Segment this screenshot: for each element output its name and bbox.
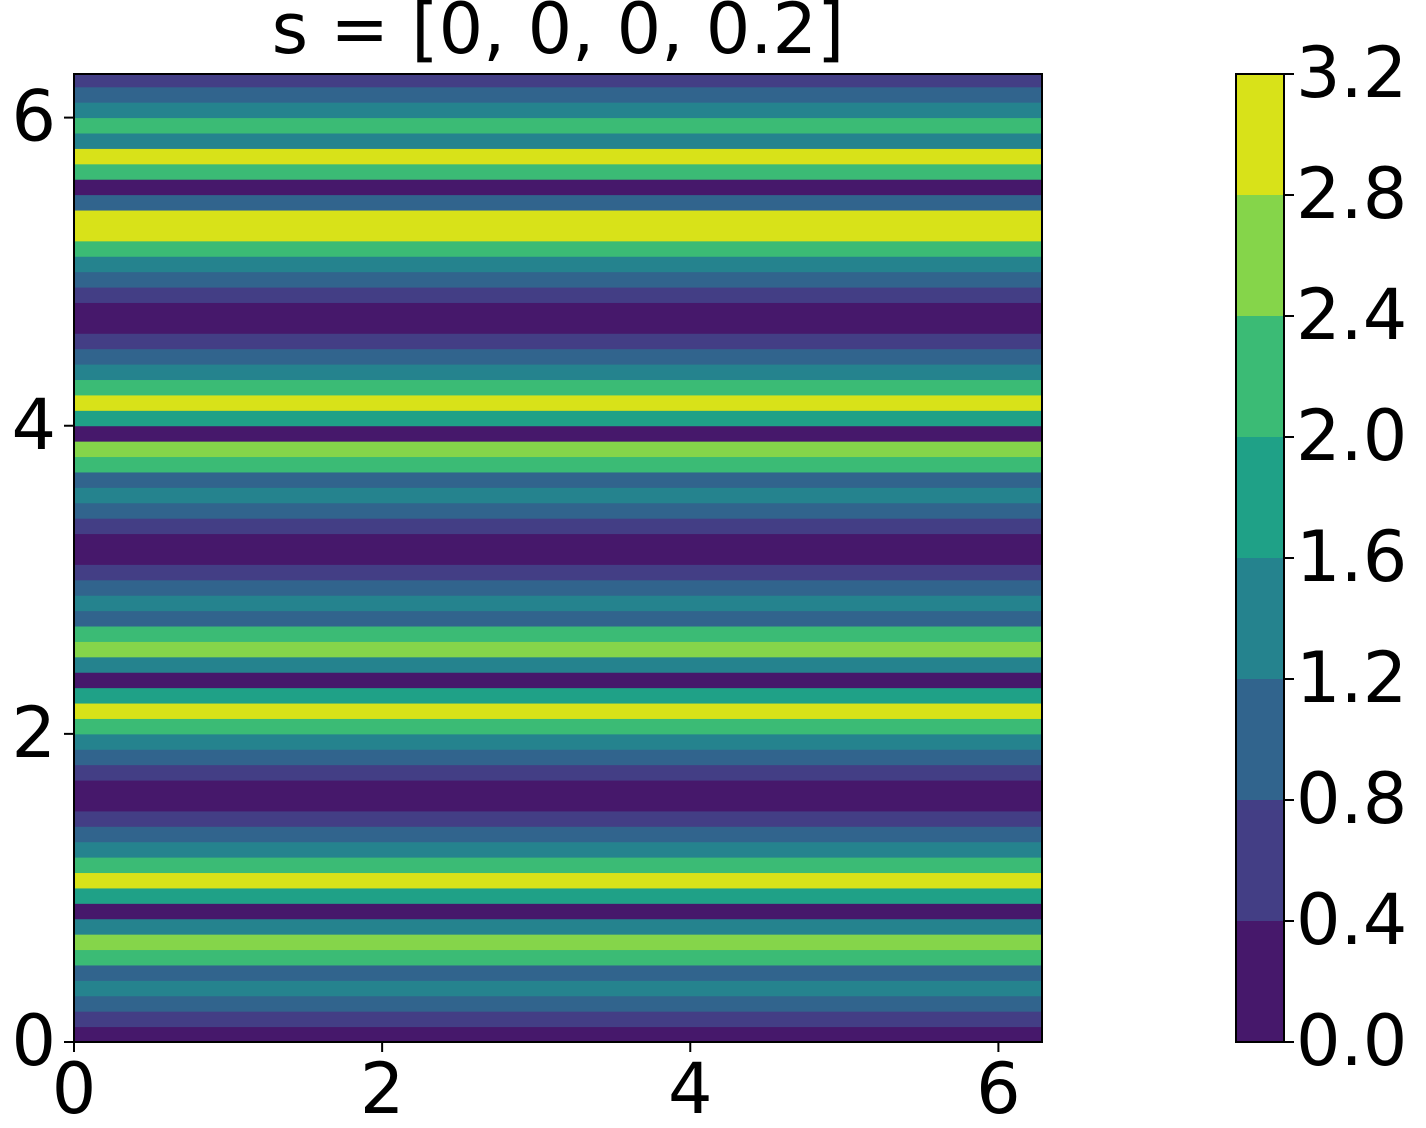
contour-band bbox=[74, 656, 1042, 673]
contour-band bbox=[74, 841, 1042, 858]
contour-band bbox=[74, 934, 1042, 951]
y-tick-label: 4 bbox=[11, 384, 56, 466]
x-tick-label: 6 bbox=[976, 1048, 1021, 1124]
contour-band bbox=[74, 518, 1042, 535]
contour-band bbox=[74, 718, 1042, 735]
contour-band bbox=[74, 425, 1042, 442]
contour-band bbox=[74, 333, 1042, 350]
contour-band bbox=[74, 533, 1042, 550]
contour-band bbox=[74, 502, 1042, 519]
colorbar-segment bbox=[1236, 316, 1284, 437]
contour-band bbox=[74, 410, 1042, 427]
x-tick-label: 4 bbox=[668, 1048, 713, 1124]
contour-band bbox=[74, 749, 1042, 766]
contour-band bbox=[74, 918, 1042, 935]
contour-band bbox=[74, 163, 1042, 180]
contour-band bbox=[74, 626, 1042, 642]
contour-band bbox=[74, 364, 1042, 381]
contour-band bbox=[74, 857, 1042, 874]
contour-band bbox=[74, 287, 1042, 303]
contour-band bbox=[74, 764, 1042, 781]
y-tick-label: 2 bbox=[11, 692, 56, 774]
x-tick-label: 2 bbox=[360, 1048, 405, 1124]
contour-band bbox=[74, 903, 1042, 920]
contour-band bbox=[74, 487, 1042, 504]
contour-band bbox=[74, 348, 1042, 365]
contour-band bbox=[74, 564, 1042, 581]
contour-band bbox=[74, 379, 1042, 396]
colorbar-tick-label: 2.4 bbox=[1296, 274, 1407, 356]
contour-band bbox=[74, 949, 1042, 966]
contour-band bbox=[74, 148, 1042, 165]
contour-band bbox=[74, 317, 1042, 334]
contour-band bbox=[74, 964, 1042, 981]
contour-band bbox=[74, 102, 1042, 119]
contour-band bbox=[74, 872, 1042, 889]
contour-band bbox=[74, 1026, 1042, 1043]
contour-band bbox=[74, 240, 1042, 257]
contour-band bbox=[74, 74, 1042, 88]
contour-band bbox=[74, 887, 1042, 904]
contour-band bbox=[74, 703, 1042, 719]
x-tick-label: 0 bbox=[52, 1048, 97, 1124]
colorbar-tick-label: 3.2 bbox=[1296, 32, 1407, 114]
contour-band bbox=[74, 225, 1042, 242]
contour-band bbox=[74, 579, 1042, 596]
contour-band bbox=[74, 394, 1042, 411]
colorbar-tick-label: 1.2 bbox=[1296, 637, 1407, 719]
colorbar-tick-label: 2.8 bbox=[1296, 153, 1407, 235]
colorbar-segment bbox=[1236, 800, 1284, 921]
contour-band bbox=[74, 302, 1042, 319]
plot-frame bbox=[73, 73, 1043, 1043]
contour-band bbox=[74, 441, 1042, 458]
contour-band bbox=[74, 810, 1042, 827]
colorbar-tick-label: 1.6 bbox=[1296, 516, 1407, 598]
contour-band bbox=[74, 179, 1042, 196]
contour-band bbox=[74, 271, 1042, 288]
colorbar-segment bbox=[1236, 558, 1284, 679]
y-tick-label: 0 bbox=[11, 1000, 56, 1082]
contour-band bbox=[74, 826, 1042, 843]
colorbar-tick-label: 0.8 bbox=[1296, 758, 1407, 840]
colorbar-segment bbox=[1236, 921, 1284, 1042]
colorbar-tick-label: 2.0 bbox=[1296, 395, 1407, 477]
contour-band bbox=[74, 641, 1042, 658]
contour-band bbox=[74, 548, 1042, 565]
contour-band bbox=[74, 256, 1042, 273]
contour-band bbox=[74, 117, 1042, 134]
colorbar-tick-label: 0.4 bbox=[1296, 879, 1407, 961]
contour-band bbox=[74, 456, 1042, 473]
contour-band bbox=[74, 795, 1042, 812]
contour-band bbox=[74, 980, 1042, 997]
colorbar-segment bbox=[1236, 437, 1284, 558]
contour-band bbox=[74, 595, 1042, 612]
colorbar-segment bbox=[1236, 679, 1284, 800]
contour-band bbox=[74, 610, 1042, 627]
y-tick-label: 6 bbox=[11, 76, 56, 158]
contour-band bbox=[74, 194, 1042, 211]
colorbar-tick-label: 0.0 bbox=[1296, 1000, 1407, 1082]
contour-band bbox=[74, 133, 1042, 149]
contour-band bbox=[74, 995, 1042, 1012]
contour-band bbox=[74, 1011, 1042, 1028]
contour-band bbox=[74, 471, 1042, 488]
contour-band bbox=[74, 672, 1042, 689]
colorbar-segment bbox=[1236, 74, 1284, 195]
contour-band bbox=[74, 733, 1042, 750]
contour-band bbox=[74, 780, 1042, 796]
contour-band bbox=[74, 687, 1042, 704]
contour-band bbox=[74, 210, 1042, 226]
chart-title: s = [0, 0, 0, 0.2] bbox=[272, 0, 845, 70]
colorbar-segment bbox=[1236, 195, 1284, 316]
contour-band bbox=[74, 86, 1042, 103]
